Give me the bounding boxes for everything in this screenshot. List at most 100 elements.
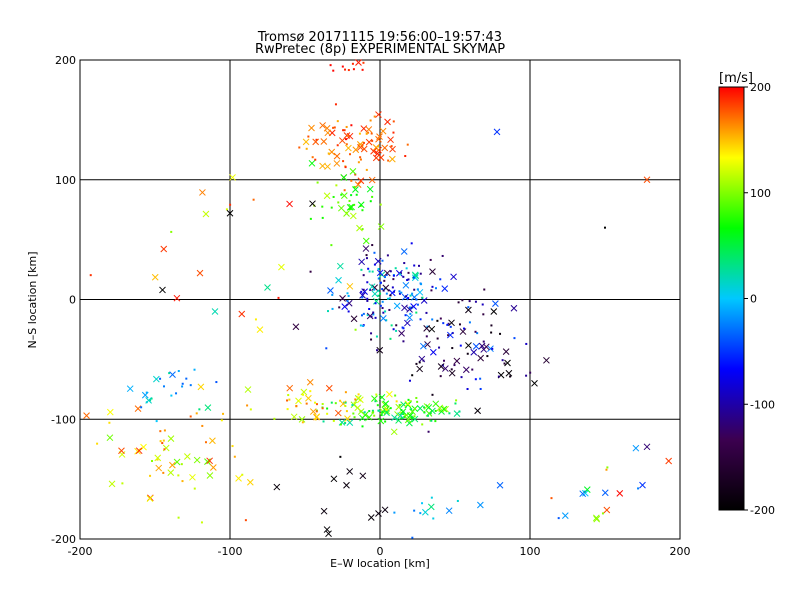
data-point-cross: [349, 167, 357, 175]
data-point-dot: [360, 268, 363, 271]
data-point-cross: [432, 400, 440, 408]
data-point-dot: [381, 259, 384, 262]
data-point-dot: [482, 340, 485, 343]
data-point-dot: [354, 328, 357, 331]
data-point-cross: [306, 378, 314, 386]
data-point-dot: [443, 359, 446, 362]
x-tick-label: 100: [520, 545, 541, 558]
data-point-dot: [332, 419, 335, 422]
data-point-dot: [503, 362, 506, 365]
data-point-dot: [389, 270, 392, 273]
data-point-cross: [603, 506, 611, 514]
data-point-dot: [386, 254, 389, 257]
data-point-cross: [543, 356, 550, 364]
data-point-dot: [309, 270, 312, 273]
data-point-cross: [490, 308, 498, 315]
data-point-dot: [374, 400, 377, 403]
data-point-dot: [177, 370, 180, 373]
data-point-dot: [423, 406, 426, 409]
data-point-dot: [448, 412, 451, 415]
data-point-cross: [493, 128, 501, 136]
data-point-dot: [420, 283, 423, 286]
data-point-dot: [409, 312, 412, 315]
data-point-cross: [346, 282, 354, 290]
data-point-cross: [601, 489, 609, 497]
data-point-dot: [421, 502, 424, 505]
data-point-dot: [414, 407, 417, 410]
data-point-dot: [350, 179, 353, 182]
data-point-cross: [381, 144, 389, 152]
data-point-dot: [490, 324, 493, 327]
data-point-cross: [286, 200, 293, 208]
data-point-dot: [361, 296, 364, 299]
data-point-dot: [458, 323, 461, 326]
data-point-dot: [393, 511, 396, 514]
data-point-cross: [335, 276, 342, 284]
data-point-dot: [321, 216, 324, 219]
data-point-dot: [408, 306, 411, 309]
data-point-dot: [354, 173, 357, 176]
data-point-dot: [499, 332, 502, 335]
data-point-dot: [326, 407, 329, 410]
data-point-dot: [605, 468, 608, 471]
data-point-dot: [368, 270, 371, 273]
data-point-dot: [286, 399, 289, 402]
data-point-cross: [320, 507, 328, 515]
data-point-dot: [447, 322, 450, 325]
data-point-dot: [368, 410, 371, 413]
data-point-dot: [509, 375, 512, 378]
data-point-dot: [398, 290, 401, 293]
data-point-dot: [385, 319, 388, 322]
data-point-cross: [169, 461, 176, 469]
data-point-dot: [161, 442, 164, 445]
data-point-dot: [419, 318, 422, 321]
data-point-dot: [490, 331, 493, 334]
data-point-dot: [415, 362, 418, 365]
data-point-dot: [362, 288, 365, 291]
data-point-cross: [348, 203, 355, 211]
data-point-cross: [134, 405, 142, 412]
data-point-dot: [384, 310, 387, 313]
data-point-dot: [479, 387, 482, 390]
data-point-dot: [180, 463, 183, 466]
data-point-dot: [398, 404, 401, 407]
data-point-dot: [381, 300, 384, 303]
data-point-cross: [167, 435, 175, 442]
data-point-dot: [377, 409, 380, 412]
data-point-dot: [353, 416, 356, 419]
data-point-cross: [365, 138, 373, 146]
data-point-dot: [346, 292, 349, 295]
data-point-dot: [149, 399, 152, 402]
data-point-dot: [359, 156, 362, 159]
data-point-dot: [233, 455, 236, 458]
data-point-dot: [418, 361, 421, 364]
data-point-dot: [398, 292, 401, 295]
data-point-dot: [377, 294, 380, 297]
data-point-cross: [383, 409, 390, 417]
data-point-dot: [329, 64, 332, 67]
data-point-cross: [352, 186, 359, 193]
data-point-dot: [366, 281, 369, 284]
data-point-dot: [411, 374, 414, 377]
data-point-cross: [387, 136, 394, 144]
data-point-cross: [453, 357, 461, 365]
data-point-dot: [108, 421, 111, 424]
data-point-dot: [365, 168, 368, 171]
data-point-dot: [388, 297, 391, 300]
data-point-dot: [406, 143, 409, 146]
data-point-dot: [453, 364, 456, 367]
data-point-dot: [330, 244, 333, 247]
data-point-dot: [387, 297, 390, 300]
data-point-dot: [377, 277, 380, 280]
data-point-dot: [402, 340, 405, 343]
data-point-dot: [346, 134, 349, 137]
data-point-cross: [106, 434, 114, 442]
data-point-dot: [391, 286, 394, 289]
data-point-cross: [367, 514, 375, 521]
data-point-dot: [367, 267, 370, 270]
data-point-cross: [361, 288, 368, 295]
data-point-dot: [343, 129, 346, 132]
data-point-dot: [350, 194, 353, 197]
data-point-cross: [354, 404, 362, 412]
data-point-dot: [383, 276, 386, 279]
